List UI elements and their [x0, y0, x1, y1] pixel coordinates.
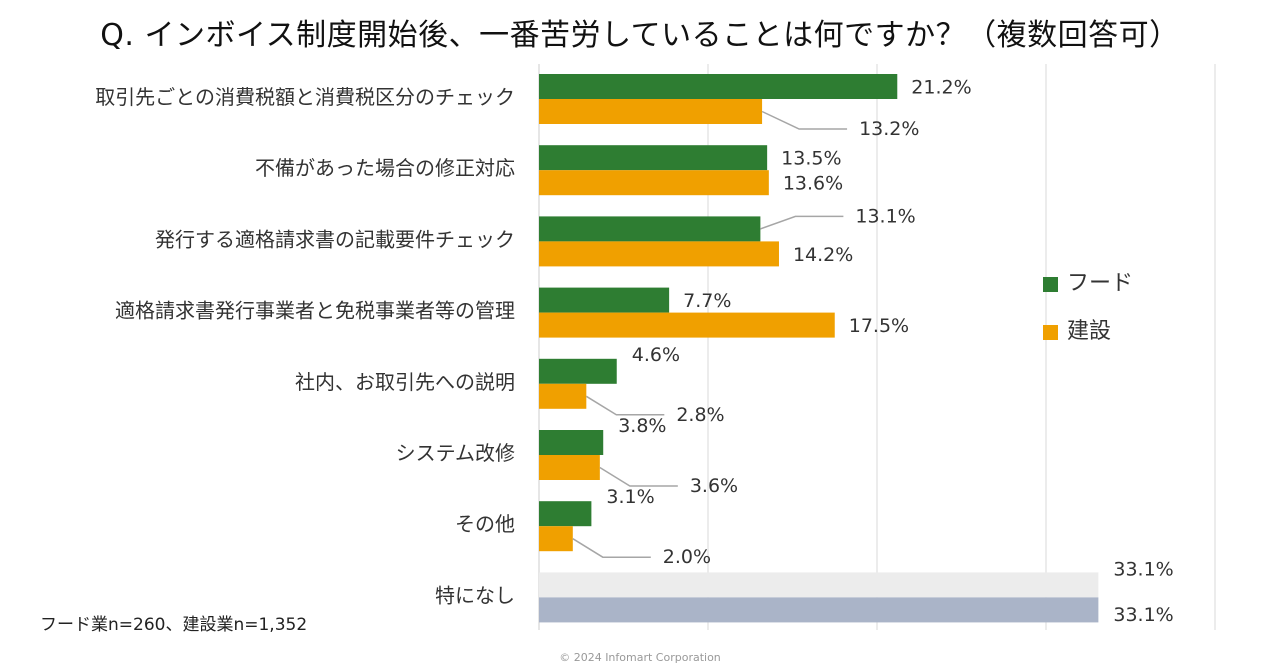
bar-food: [539, 572, 1099, 598]
data-label: 2.8%: [676, 404, 724, 426]
bar-food: [539, 358, 617, 384]
data-label: 7.7%: [683, 290, 731, 312]
sample-size-note: フード業n=260、建設業n=1,352: [40, 615, 308, 635]
data-label: 4.6%: [632, 344, 680, 366]
data-label: 13.5%: [781, 148, 841, 170]
leader-line: [599, 466, 678, 487]
data-label: 13.1%: [855, 205, 915, 227]
leader-line: [760, 215, 844, 230]
data-label: 2.0%: [663, 546, 711, 568]
data-label: 13.6%: [783, 173, 843, 195]
bar-construction: [539, 597, 1099, 623]
data-label: 3.8%: [618, 415, 666, 437]
data-label: 13.2%: [859, 118, 919, 140]
bar-food: [539, 501, 592, 527]
bar-food: [539, 430, 604, 455]
data-label: 14.2%: [793, 244, 853, 266]
category-label: 適格請求書発行事業者と免税事業者等の管理: [115, 299, 515, 323]
bar-construction: [539, 241, 779, 267]
legend-swatch-food: [1043, 277, 1058, 292]
category-label: 社内、お取引先への説明: [295, 370, 515, 394]
data-label: 3.6%: [690, 475, 738, 497]
bar-food: [539, 287, 670, 313]
legend-label-food: フード: [1067, 271, 1133, 296]
category-label: システム改修: [396, 441, 515, 465]
bar-food: [539, 145, 768, 171]
legend-swatch-construction: [1043, 325, 1058, 340]
copyright: © 2024 Infomart Corporation: [559, 651, 721, 664]
data-label: 33.1%: [1113, 604, 1173, 626]
data-label: 3.1%: [606, 486, 654, 508]
bar-construction: [539, 455, 600, 480]
bar-construction: [539, 99, 763, 124]
bar-construction: [539, 526, 573, 552]
data-label: 33.1%: [1113, 558, 1173, 580]
category-label: その他: [455, 512, 515, 536]
category-label: 特になし: [435, 583, 515, 607]
data-label: 17.5%: [849, 315, 909, 337]
legend-label-construction: 建設: [1067, 319, 1111, 344]
category-label: 取引先ごとの消費税額と消費税区分のチェック: [95, 85, 515, 109]
bar-construction: [539, 312, 835, 338]
bar-construction: [539, 170, 769, 196]
bar-food: [539, 74, 898, 99]
category-label: 不備があった場合の修正対応: [255, 156, 515, 180]
data-label: 21.2%: [911, 77, 971, 99]
leader-line: [585, 395, 665, 416]
chart-title: Q. インボイス制度開始後、一番苦労していることは何ですか？（複数回答可）: [100, 18, 1180, 53]
bar-food: [539, 216, 761, 242]
leader-line: [572, 538, 651, 558]
category-label: 発行する適格請求書の記載要件チェック: [155, 227, 515, 251]
leader-line: [761, 110, 848, 130]
bar-construction: [539, 383, 587, 409]
